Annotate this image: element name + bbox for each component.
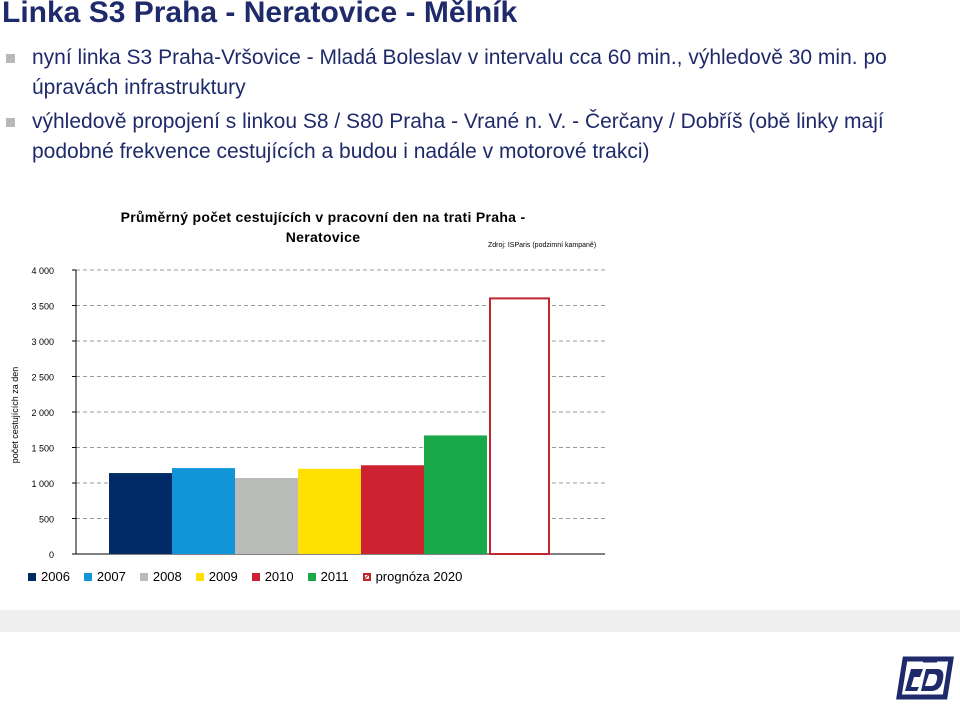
legend-label: prognóza 2020 (375, 569, 463, 584)
legend-swatch (195, 572, 204, 581)
legend-item: 2007 (83, 569, 126, 584)
y-tick-label: 1 500 (31, 444, 54, 454)
legend-swatch (139, 572, 148, 581)
y-tick-label: 1 000 (31, 479, 54, 489)
bullet-item: výhledově propojení s linkou S8 / S80 Pr… (6, 107, 951, 167)
y-tick-label: 0 (49, 550, 54, 560)
legend-item: 2008 (139, 569, 182, 584)
chart-title-line2: Neratovice (285, 229, 361, 245)
y-tick-label: 500 (39, 515, 54, 525)
y-tick-label: 4 000 (31, 266, 54, 276)
legend-label: 2008 (152, 569, 182, 584)
legend-item: prognóza 2020 (362, 569, 463, 584)
slide-title: Linka S3 Praha - Neratovice - Mělník (2, 0, 518, 29)
legend-swatch (83, 572, 92, 581)
legend-item: 2011 (307, 569, 349, 584)
bar-chart: 4 000 3 500 3 000 2 500 2 000 1 500 1 000 500 0 (31, 266, 605, 560)
legend-item: 2006 (28, 569, 70, 584)
y-tick-label: 3 000 (31, 337, 54, 347)
bar-2010 (361, 465, 424, 554)
legend-label: 2010 (264, 569, 294, 584)
bar-prognóza-2020 (489, 297, 550, 555)
legend-item: 2010 (251, 569, 294, 584)
bar-2007 (172, 468, 235, 554)
y-tick-label: 3 500 (31, 302, 54, 312)
bullet-text: výhledově propojení s linkou S8 / S80 Pr… (32, 110, 884, 163)
bar-2006 (109, 473, 172, 554)
legend-label: 2007 (96, 569, 126, 584)
bar-2011 (424, 435, 487, 554)
chart-title: Průměrný počet cestujících v pracovní de… (98, 207, 548, 247)
square-bullet-icon (6, 118, 15, 127)
bullet-text: nyní linka S3 Praha-Vršovice - Mladá Bol… (32, 46, 887, 99)
y-tick-label: 2 000 (31, 408, 54, 418)
legend-label: 2006 (41, 569, 70, 584)
footer-band (0, 610, 960, 632)
bar-2008 (235, 478, 298, 554)
bullet-item: nyní linka S3 Praha-Vršovice - Mladá Bol… (6, 43, 951, 103)
legend-label: 2009 (208, 569, 238, 584)
bar-2009 (298, 468, 361, 554)
cd-logo-icon (896, 656, 954, 700)
legend-swatch (28, 572, 36, 581)
bullet-list: nyní linka S3 Praha-Vršovice - Mladá Bol… (6, 43, 951, 171)
legend-swatch (251, 572, 260, 581)
chart-source: Zdroj: ISParis (podzimní kampaně) (488, 242, 597, 249)
legend-label: 2011 (320, 569, 349, 584)
chart-legend: 2006 2007 2008 2009 2010 2011 prognóza 2020 (28, 569, 476, 584)
legend-item: 2009 (195, 569, 238, 584)
legend-swatch (362, 572, 371, 581)
y-tick-label: 2 500 (31, 373, 54, 383)
chart-title-line1: Průměrný počet cestujících v pracovní de… (120, 209, 526, 225)
square-bullet-icon (6, 54, 15, 63)
legend-swatch (307, 572, 316, 581)
